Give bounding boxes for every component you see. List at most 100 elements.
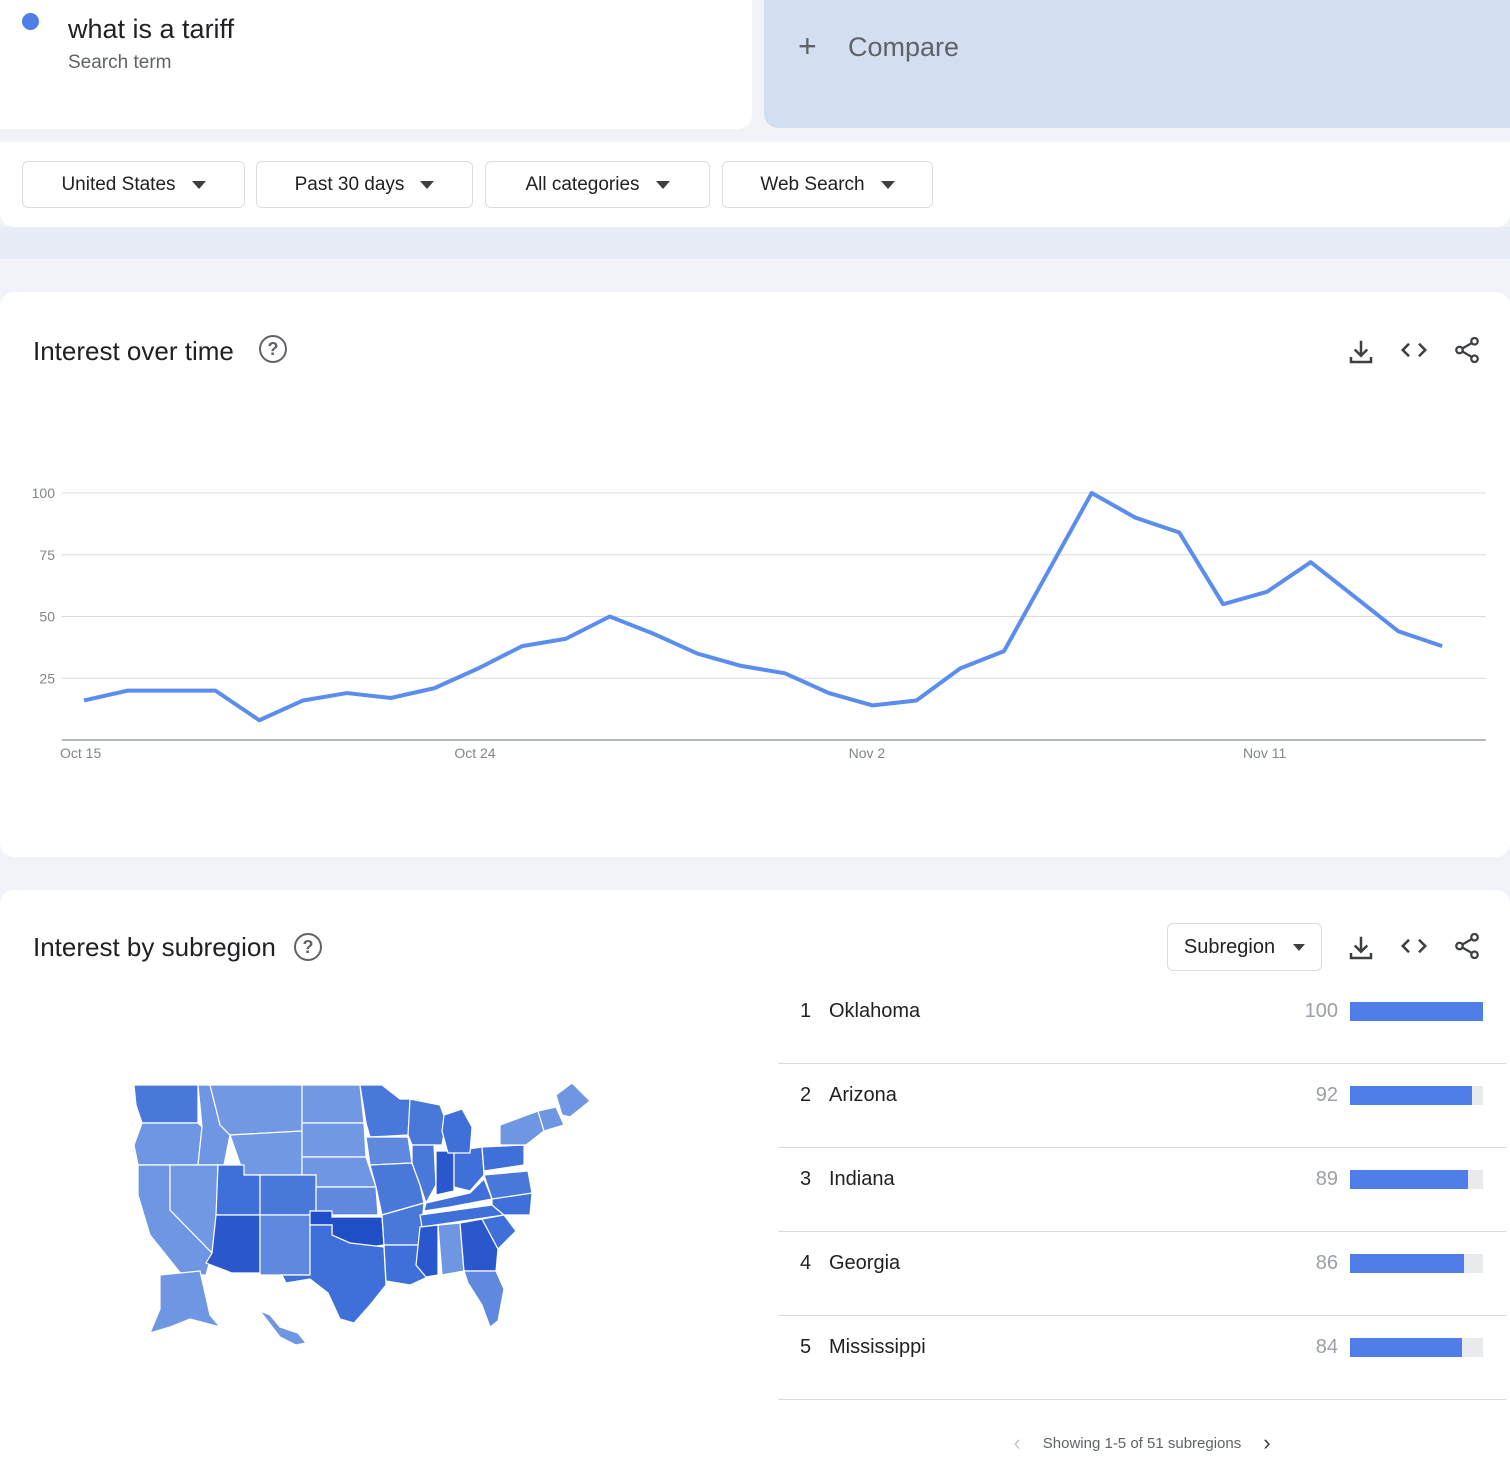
divider-band [0, 227, 1510, 259]
list-item[interactable]: 1 Oklahoma 100 [778, 980, 1506, 1064]
interest-over-time-chart: 100 75 50 25 Oct 15 Oct 24 Nov 2 Nov 11 [32, 485, 1486, 761]
value-bar-fill [1350, 1254, 1465, 1273]
series-line [83, 491, 1443, 723]
search-term-subtitle: Search term [68, 52, 172, 73]
caret-down-icon [1293, 943, 1306, 951]
list-item[interactable]: 2 Arizona 92 [778, 1064, 1506, 1148]
pagination: ‹ Showing 1-5 of 51 subregions › [778, 1428, 1506, 1458]
category-filter-label: All categories [525, 173, 640, 195]
chevron-right-icon[interactable]: › [1263, 1430, 1271, 1455]
term-color-dot [22, 13, 39, 30]
interest-over-time-title: Interest over time [33, 336, 234, 366]
region-value: 89 [1315, 1168, 1338, 1190]
us-subregion-map[interactable] [120, 1075, 610, 1360]
map-state-mississippi [415, 1224, 439, 1278]
map-state-ohio [453, 1146, 485, 1192]
map-state-virginia [483, 1170, 533, 1200]
y-tick-label: 25 [39, 670, 55, 686]
map-state-pennsylvania [481, 1144, 525, 1172]
help-icon[interactable]: ? [259, 335, 287, 363]
embed-icon[interactable] [1399, 931, 1429, 961]
value-bar-fill [1350, 1338, 1462, 1357]
rank-number: 1 [800, 1000, 812, 1022]
map-state-kansas [315, 1186, 379, 1216]
time-filter-dropdown[interactable]: Past 30 days [256, 161, 473, 208]
map-state-oregon [133, 1122, 203, 1166]
x-tick-label: Oct 15 [60, 745, 101, 761]
search-term-title[interactable]: what is a tariff [68, 14, 235, 44]
value-bar-track [1350, 1254, 1483, 1273]
region-filter-dropdown[interactable]: United States [22, 161, 245, 208]
y-tick-label: 100 [32, 485, 56, 501]
map-state-washington [133, 1084, 199, 1124]
value-bar-track [1350, 1086, 1483, 1105]
value-bar-fill [1350, 1002, 1483, 1021]
interest-over-time-card: Interest over time ? 100 75 50 25 Oct 15 Oct … [0, 292, 1510, 857]
map-state-south-dakota [301, 1122, 367, 1158]
map-state-wisconsin [407, 1098, 447, 1146]
region-value: 100 [1304, 1000, 1338, 1022]
caret-down-icon [880, 180, 895, 189]
y-tick-label: 50 [39, 609, 55, 625]
caret-down-icon [420, 180, 435, 189]
map-state-maine [555, 1082, 591, 1118]
region-filter-label: United States [61, 173, 176, 195]
region-name[interactable]: Oklahoma [829, 1000, 921, 1022]
caret-down-icon [191, 180, 206, 189]
compare-label: Compare [848, 32, 960, 62]
y-tick-label: 75 [39, 547, 55, 563]
interest-by-subregion-title: Interest by subregion [33, 932, 276, 962]
subregion-select[interactable]: Subregion [1167, 923, 1322, 971]
subregion-select-label: Subregion [1183, 935, 1276, 958]
plus-icon: + [798, 28, 817, 64]
region-name[interactable]: Georgia [829, 1252, 901, 1274]
value-bar-track [1350, 1002, 1483, 1021]
x-tick-label: Nov 11 [1243, 745, 1287, 761]
search-type-filter-label: Web Search [760, 173, 865, 195]
help-icon[interactable]: ? [294, 933, 322, 961]
region-value: 92 [1315, 1084, 1338, 1106]
map-state-texas [281, 1224, 387, 1324]
region-name[interactable]: Mississippi [829, 1336, 926, 1358]
region-value: 86 [1315, 1252, 1338, 1274]
share-icon[interactable] [1452, 931, 1482, 961]
download-icon[interactable] [1346, 933, 1376, 963]
caret-down-icon [655, 180, 670, 189]
map-state-new-york [499, 1110, 545, 1146]
rank-number: 3 [800, 1168, 812, 1190]
category-filter-dropdown[interactable]: All categories [485, 161, 710, 208]
filter-bar: United States Past 30 days All categorie… [0, 142, 1510, 227]
rank-number: 5 [800, 1336, 812, 1358]
map-state-south-carolina [481, 1214, 517, 1250]
rank-number: 4 [800, 1252, 812, 1274]
share-icon[interactable] [1452, 335, 1482, 365]
map-state-alaska [148, 1270, 222, 1334]
search-term-card[interactable]: what is a tariff Search term [0, 0, 752, 129]
list-item[interactable]: 3 Indiana 89 [778, 1148, 1506, 1232]
value-bar-track [1350, 1170, 1483, 1189]
region-value: 84 [1315, 1336, 1338, 1358]
map-state-iowa [365, 1136, 413, 1166]
rank-number: 2 [800, 1084, 812, 1106]
interest-by-subregion-card: Interest by subregion ? Subregion [0, 890, 1510, 1474]
chevron-left-icon[interactable]: ‹ [1013, 1430, 1021, 1455]
embed-icon[interactable] [1399, 335, 1429, 365]
map-state-colorado [259, 1174, 317, 1216]
time-filter-label: Past 30 days [294, 173, 405, 195]
list-item[interactable]: 5 Mississippi 84 [778, 1316, 1506, 1400]
list-item[interactable]: 4 Georgia 86 [778, 1232, 1506, 1316]
map-state-michigan [441, 1108, 473, 1154]
map-state-new-mexico [259, 1214, 311, 1276]
map-state-indiana [435, 1150, 455, 1196]
compare-button[interactable]: + Compare [764, 0, 1510, 128]
download-icon[interactable] [1346, 337, 1376, 367]
region-name[interactable]: Arizona [829, 1084, 897, 1106]
region-name[interactable]: Indiana [829, 1168, 895, 1190]
map-state-north-dakota [301, 1084, 365, 1124]
map-state-new-england [537, 1106, 565, 1132]
x-tick-label: Nov 2 [849, 745, 886, 761]
map-state-hawaii [258, 1309, 308, 1346]
value-bar-fill [1350, 1086, 1473, 1105]
search-type-filter-dropdown[interactable]: Web Search [722, 161, 933, 208]
x-tick-label: Oct 24 [454, 745, 495, 761]
